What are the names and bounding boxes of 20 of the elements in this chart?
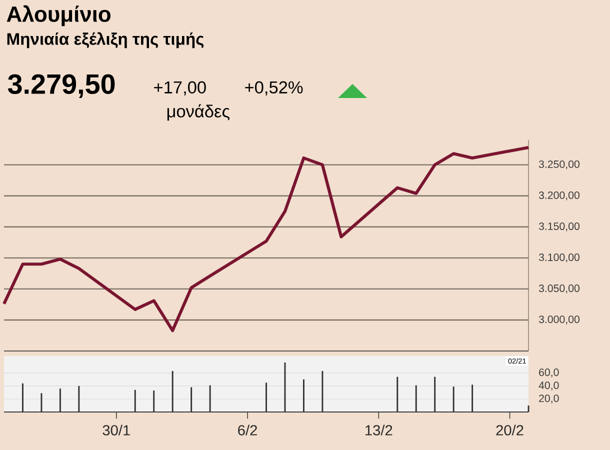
y-tick-label: 3.100,00 bbox=[538, 254, 580, 262]
chart-title: Αλουμίνιο bbox=[6, 5, 110, 26]
y-tick-label: 20,0 bbox=[539, 394, 559, 404]
y-tick-label: 3.000,00 bbox=[538, 316, 580, 324]
text: +0,52% bbox=[245, 81, 303, 96]
y-tick-label: 3.050,00 bbox=[538, 284, 580, 294]
line-series bbox=[2, 146, 530, 332]
x-tick-label: 6/2 bbox=[238, 424, 257, 436]
y-tick-label: 3.150,00 bbox=[538, 222, 580, 232]
x-tick-label: 13/2 bbox=[366, 424, 392, 436]
y-tick-label: 60,0 bbox=[539, 368, 559, 378]
y-tick-label: 3.250,00 bbox=[538, 160, 580, 170]
y-tick-label: 40,0 bbox=[538, 382, 559, 390]
x-tick-label: 30/1 bbox=[102, 424, 130, 436]
y-tick-label: 3.200,00 bbox=[538, 191, 580, 200]
text: 3.279,50 bbox=[8, 74, 115, 98]
x-tick-label: 20/2 bbox=[496, 424, 524, 436]
chart-subtitle: Μηνιαία εξέλιξη της τιμής bbox=[7, 32, 204, 48]
text: +17,00 bbox=[154, 81, 206, 96]
text: μονάδες bbox=[167, 104, 230, 121]
